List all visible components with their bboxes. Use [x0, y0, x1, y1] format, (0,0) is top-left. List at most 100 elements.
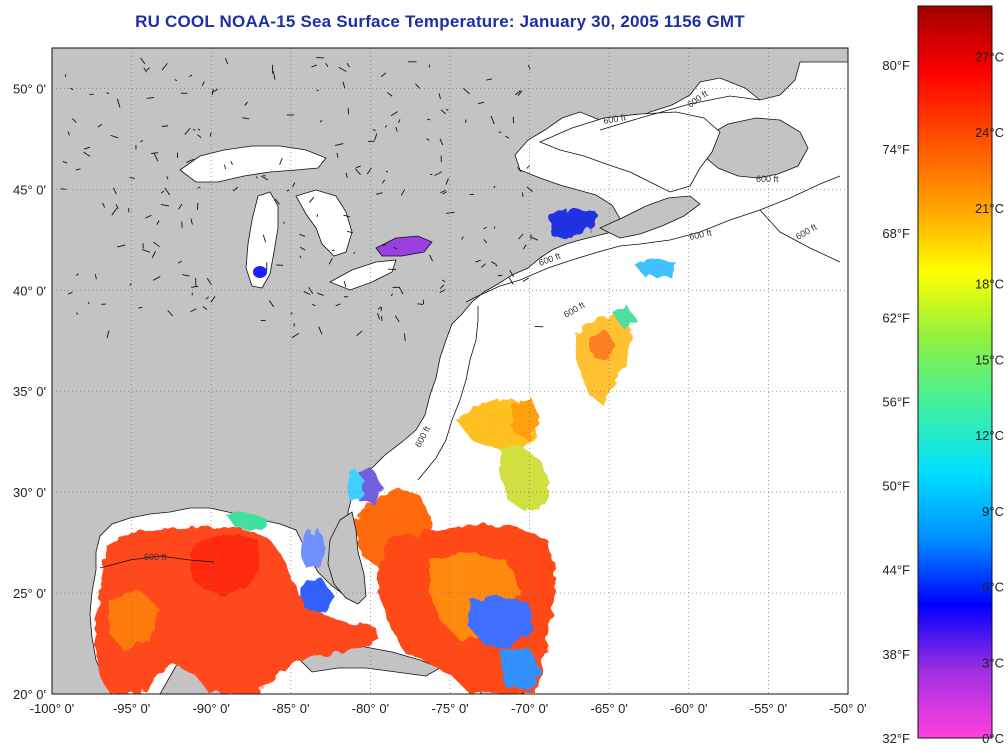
small-lake-mark — [515, 90, 521, 96]
small-lake-mark — [70, 87, 74, 91]
small-lake-mark — [372, 129, 376, 131]
small-lake-mark — [292, 182, 296, 188]
small-lake-mark — [197, 128, 201, 131]
small-lake-mark — [382, 244, 387, 247]
small-lake-mark — [316, 89, 319, 92]
contour-label-st-lawrence: 600 ft — [756, 174, 779, 184]
small-lake-mark — [64, 74, 67, 77]
small-lake-mark — [167, 310, 174, 317]
small-lake-mark — [225, 58, 229, 65]
lon-tick-label: -75° 0' — [431, 701, 468, 716]
small-lake-mark — [377, 306, 382, 310]
lon-tick-label: -80° 0' — [352, 701, 389, 716]
lat-tick-label: 50° 0' — [13, 81, 46, 96]
small-lake-mark — [197, 186, 201, 189]
small-lake-mark — [151, 251, 157, 259]
small-lake-mark — [354, 168, 361, 175]
small-lake-mark — [230, 161, 233, 165]
small-lake-mark — [346, 62, 350, 68]
small-lake-mark — [279, 158, 283, 165]
small-lake-mark — [400, 189, 406, 196]
small-lake-mark — [197, 134, 202, 139]
small-lake-mark — [328, 258, 333, 265]
small-lake-mark — [335, 143, 344, 146]
lake-huron — [295, 189, 353, 257]
small-lake-mark — [299, 246, 306, 251]
small-lake-mark — [491, 261, 497, 265]
small-lake-mark — [440, 109, 446, 115]
lon-tick-label: -65° 0' — [591, 701, 628, 716]
lake-superior — [179, 145, 327, 183]
small-lake-mark — [522, 244, 527, 250]
small-lake-mark — [196, 202, 199, 210]
lon-tick-label: -50° 0' — [829, 701, 866, 716]
small-lake-mark — [106, 92, 110, 95]
small-lake-mark — [518, 233, 524, 240]
small-lake-mark — [393, 246, 398, 250]
small-lake-mark — [140, 57, 146, 65]
lat-lon-grid — [52, 48, 848, 694]
small-lake-mark — [441, 279, 446, 283]
small-lake-mark — [308, 287, 314, 294]
small-lake-mark — [336, 152, 339, 158]
lat-tick-label: 30° 0' — [13, 485, 46, 500]
small-lake-mark — [343, 214, 350, 218]
florida-land — [327, 511, 367, 605]
small-lake-mark — [521, 192, 524, 197]
lat-tick-label: 45° 0' — [13, 182, 46, 197]
small-lake-mark — [129, 283, 132, 286]
small-lake-mark — [75, 168, 81, 171]
lat-tick-label: 20° 0' — [13, 687, 46, 702]
lake-erie — [329, 259, 397, 291]
small-lake-mark — [145, 214, 152, 219]
contour-label-gulf: 600 ft — [144, 552, 167, 562]
small-lake-mark — [206, 277, 213, 286]
small-lake-mark — [319, 119, 323, 123]
small-lake-mark — [347, 230, 354, 234]
small-lake-mark — [283, 221, 285, 224]
small-lake-mark — [415, 83, 421, 89]
small-lake-mark — [102, 202, 106, 208]
small-lake-mark — [262, 234, 267, 243]
small-lake-mark — [151, 152, 158, 155]
small-lake-mark — [394, 315, 400, 323]
lat-tick-label: 35° 0' — [13, 384, 46, 399]
small-lake-mark — [508, 276, 514, 285]
small-lake-mark — [480, 263, 486, 268]
small-lake-mark — [445, 178, 449, 185]
small-lake-mark — [60, 188, 67, 190]
map-frame — [51, 47, 849, 695]
small-lake-mark — [531, 237, 539, 241]
small-lake-mark — [164, 187, 171, 196]
small-lake-mark — [462, 87, 470, 95]
small-lake-mark — [152, 241, 160, 248]
small-lake-mark — [75, 273, 79, 277]
small-lake-mark — [356, 330, 363, 337]
small-lake-mark — [189, 74, 193, 77]
small-lake-mark — [397, 119, 401, 124]
small-lake-mark — [384, 125, 388, 128]
gulf-of-st-lawrence — [538, 111, 721, 193]
lon-tick-label: -85° 0' — [272, 701, 309, 716]
lon-tick-label: -55° 0' — [750, 701, 787, 716]
small-lake-mark — [355, 165, 361, 169]
small-lake-mark — [317, 292, 324, 296]
small-lake-mark — [526, 165, 530, 169]
small-lake-mark — [311, 64, 318, 68]
lat-tick-label: 25° 0' — [13, 586, 46, 601]
small-lake-mark — [67, 131, 70, 136]
small-lake-mark — [376, 192, 383, 195]
small-lake-mark — [522, 277, 530, 282]
small-lake-mark — [387, 92, 393, 97]
small-lake-mark — [439, 138, 444, 146]
small-lake-mark — [399, 287, 404, 295]
small-lake-mark — [146, 96, 155, 99]
lon-tick-label: -90° 0' — [193, 701, 230, 716]
small-lake-mark — [255, 176, 258, 179]
small-lake-mark — [438, 93, 441, 100]
small-lake-mark — [166, 176, 169, 180]
small-lake-mark — [113, 187, 117, 195]
small-lake-mark — [83, 151, 91, 157]
small-lake-mark — [224, 164, 227, 170]
